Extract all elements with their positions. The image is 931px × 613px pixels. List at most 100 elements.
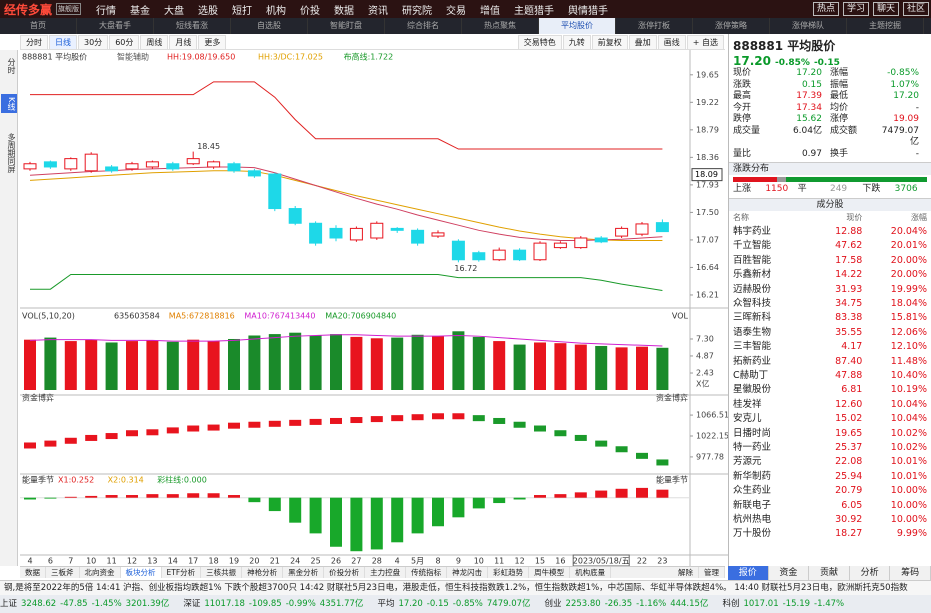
stock-row[interactable]: 众智科技 34.75 18.04% (729, 297, 931, 311)
tool-button[interactable]: 画线 (657, 34, 686, 50)
tab[interactable]: 智能盯盘 (308, 18, 385, 34)
indicator-tab[interactable]: 北向资金 (80, 567, 121, 578)
stock-row[interactable]: 新华制药 25.94 10.01% (729, 470, 931, 484)
menu-item[interactable]: 资讯 (368, 5, 389, 17)
side-tab[interactable]: K线 (1, 94, 17, 114)
tool-button[interactable]: 30分 (78, 34, 109, 50)
right-tab[interactable]: 筹码 (890, 566, 931, 580)
indicator-tab[interactable]: 神枪分析 (242, 567, 284, 578)
tab[interactable]: 涨停梯队 (770, 18, 847, 34)
header-value: 635603584 (114, 312, 160, 321)
menu-item[interactable]: 交易 (446, 5, 467, 17)
indicator-tab[interactable]: 彩虹趋势 (488, 567, 530, 578)
date-box (572, 554, 630, 566)
stock-cell: 特一药业 (733, 442, 772, 453)
tool-button[interactable]: 交易特色 (517, 34, 562, 50)
stock-row[interactable]: 安克儿 15.02 10.04% (729, 412, 931, 426)
indicator-tab[interactable]: 传统指标 (406, 567, 448, 578)
tab[interactable]: 短线看涨 (154, 18, 231, 34)
menu-item[interactable]: 价投 (300, 5, 321, 17)
stock-row[interactable]: 芳源元 22.08 10.01% (729, 455, 931, 469)
menu-item[interactable]: 数据 (334, 5, 355, 17)
indicator-tab[interactable]: 三板斧 (46, 567, 80, 578)
tool-button[interactable]: 日线 (49, 34, 77, 50)
stock-row[interactable]: 乐鑫新材 14.22 20.00% (729, 268, 931, 282)
right-tab[interactable]: 报价 (728, 566, 769, 580)
tab[interactable]: 主题挖掘 (847, 18, 924, 34)
tab[interactable]: 平均股价 (539, 18, 616, 34)
indicator-tab[interactable]: 三核共振 (201, 567, 243, 578)
stock-row[interactable]: 日播时尚 19.65 10.02% (729, 427, 931, 441)
right-tab[interactable]: 资金 (768, 566, 810, 580)
stock-row[interactable]: 迈赫股份 31.93 19.99% (729, 283, 931, 297)
stock-row[interactable]: 韩宇药业 12.88 20.04% (729, 225, 931, 239)
stock-row[interactable]: 三晖新科 83.38 15.81% (729, 311, 931, 325)
tab-button[interactable]: 解除 (673, 567, 699, 578)
quote-value: 15.62 (796, 114, 822, 124)
stock-row[interactable]: 星徽股份 6.81 10.19% (729, 383, 931, 397)
indicator-tab[interactable]: 机构底量 (570, 567, 612, 578)
menu-item[interactable]: 基金 (130, 5, 151, 17)
menu-item[interactable]: 主题猎手 (514, 5, 555, 17)
menu-item[interactable]: 行情 (96, 5, 117, 17)
stock-row[interactable]: C赫助丁 47.88 10.40% (729, 369, 931, 383)
tool-button[interactable]: 周线 (140, 34, 169, 50)
stock-row[interactable]: 特一药业 25.37 10.02% (729, 441, 931, 455)
menu-item[interactable]: 短打 (232, 5, 253, 17)
indicator-tab[interactable]: 价投分析 (324, 567, 366, 578)
tool-button[interactable]: 叠加 (628, 34, 657, 50)
stock-row[interactable]: 众生药业 20.79 10.00% (729, 484, 931, 498)
stock-row[interactable]: 千立智能 47.62 20.01% (729, 239, 931, 253)
tab[interactable]: 自选股 (231, 18, 308, 34)
high-annotation: 18.45 (197, 142, 220, 151)
indicator-tab[interactable]: 数据 (20, 567, 46, 578)
stock-row[interactable]: 杭州热电 30.92 10.00% (729, 513, 931, 527)
indicator-tab[interactable]: 神龙闪击 (447, 567, 489, 578)
menu-button[interactable]: 社区 (902, 2, 929, 16)
stock-row[interactable]: 万十股份 18.27 9.99% (729, 527, 931, 541)
tool-button[interactable]: 更多 (198, 34, 227, 50)
tab[interactable]: 涨停打板 (616, 18, 693, 34)
tab[interactable]: 综合排名 (385, 18, 462, 34)
menu-button[interactable]: 学习 (842, 2, 869, 16)
indicator-tab[interactable]: ETF分析 (162, 567, 202, 578)
menu-button[interactable]: 聊天 (872, 2, 899, 16)
indicator-tab[interactable]: 主力控盘 (365, 567, 407, 578)
menu-item[interactable]: 大盘 (164, 5, 185, 17)
quote-value: - (915, 148, 919, 159)
stock-row[interactable]: 拓新药业 87.40 11.48% (729, 355, 931, 369)
menu-item[interactable]: 舆情猎手 (568, 5, 609, 17)
indicator-tab[interactable]: 周牛模型 (529, 567, 571, 578)
stock-row[interactable]: 三丰智能 4.17 12.10% (729, 340, 931, 354)
menu-button[interactable]: 热点 (812, 2, 839, 16)
tool-button[interactable]: 60分 (109, 34, 140, 50)
tool-button[interactable]: 月线 (169, 34, 198, 50)
indicator-tab[interactable]: 板块分析 (120, 567, 162, 578)
tab[interactable]: 首页 (0, 18, 77, 34)
energy-bar (615, 488, 628, 498)
menu-item[interactable]: 研究院 (402, 5, 433, 17)
right-tab[interactable]: 分析 (849, 566, 891, 580)
menu-item[interactable]: 机构 (266, 5, 287, 17)
stock-row[interactable]: 百胜智能 17.58 20.00% (729, 254, 931, 268)
side-tab[interactable]: 多周期同屏 (7, 133, 16, 174)
right-tab[interactable]: 贡献 (809, 566, 850, 580)
side-tab[interactable]: 分时 (7, 58, 16, 74)
tool-button[interactable]: 分时 (20, 34, 48, 50)
stock-cell: 20.01% (890, 240, 928, 252)
tab[interactable]: 热点聚焦 (462, 18, 539, 34)
tab[interactable]: 涨停策略 (693, 18, 770, 34)
stock-row[interactable]: 新联电子 6.05 10.00% (729, 499, 931, 513)
stock-row[interactable]: 语泰生物 35.55 12.06% (729, 326, 931, 340)
tab[interactable]: 大盘看手 (77, 18, 154, 34)
stock-row[interactable]: 桂发祥 12.60 10.04% (729, 398, 931, 412)
tool-button[interactable]: 前复权 (591, 34, 628, 50)
tool-button[interactable]: + 自选 (686, 34, 724, 50)
indicator-line (29, 170, 663, 242)
tool-button[interactable]: 九转 (562, 34, 591, 50)
indicator-tab[interactable]: 黑金分析 (283, 567, 325, 578)
menu-item[interactable]: 选股 (198, 5, 219, 17)
menu-item[interactable]: 增值 (480, 5, 501, 17)
tab-button[interactable]: 管理 (699, 567, 725, 578)
breadth-label: 平 (797, 184, 807, 194)
